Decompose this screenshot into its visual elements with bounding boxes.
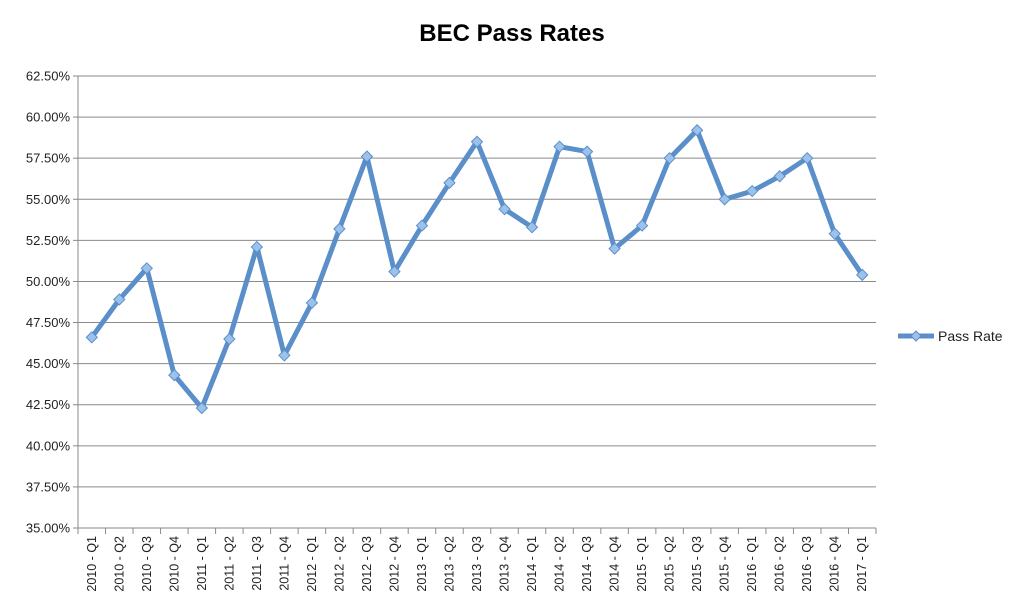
y-tick-label: 52.50% <box>26 233 71 248</box>
axes <box>73 75 877 534</box>
data-point <box>278 349 291 362</box>
data-point <box>800 151 814 165</box>
data-point <box>333 222 346 236</box>
data-point <box>223 332 236 346</box>
x-tick-label: 2011 - Q2 <box>222 536 236 591</box>
data-point <box>663 151 676 165</box>
series-line <box>89 127 865 411</box>
x-tick-label: 2014 - Q3 <box>580 536 594 592</box>
y-tick-label: 40.00% <box>26 438 71 453</box>
data-point <box>608 242 621 255</box>
x-tick-label: 2012 - Q2 <box>332 536 346 592</box>
y-tick-label: 50.00% <box>26 274 71 289</box>
data-point <box>690 124 704 137</box>
data-point <box>498 202 511 216</box>
data-point <box>250 240 264 254</box>
data-point <box>305 296 319 310</box>
data-point <box>635 219 649 232</box>
data-point <box>113 293 126 306</box>
x-tick-label: 2014 - Q2 <box>553 536 567 592</box>
data-point <box>470 135 484 148</box>
x-tick-label: 2016 - Q4 <box>828 536 842 592</box>
x-tick-label: 2011 - Q4 <box>277 536 291 591</box>
data-point <box>360 150 374 163</box>
data-point <box>828 227 841 240</box>
x-tick-label: 2013 - Q4 <box>498 536 512 592</box>
data-point <box>168 368 181 382</box>
y-tick-label: 45.00% <box>26 356 71 371</box>
x-tick-label: 2010 - Q1 <box>85 536 99 592</box>
x-tick-label: 2016 - Q2 <box>773 536 787 592</box>
x-tick-label: 2014 - Q4 <box>608 536 622 592</box>
x-tick-label: 2013 - Q2 <box>442 536 456 592</box>
y-tick-labels: 35.00% 37.50% 40.00% 42.50% 45.00% 47.50% 50.0… <box>26 69 71 536</box>
data-point <box>85 331 98 344</box>
data-point <box>580 145 594 158</box>
y-tick-label: 62.50% <box>26 69 71 84</box>
data-point <box>745 184 759 198</box>
data-point <box>525 221 539 234</box>
data-point <box>388 265 401 278</box>
y-tick-label: 60.00% <box>26 110 71 125</box>
data-point <box>443 176 456 190</box>
y-tick-label: 57.50% <box>26 151 71 166</box>
data-point <box>195 401 209 415</box>
y-tick-label: 42.50% <box>26 397 71 412</box>
y-tick-label: 47.50% <box>26 315 71 330</box>
x-tick-label: 2010 - Q3 <box>140 536 154 592</box>
y-tick-label: 55.00% <box>26 192 71 207</box>
x-tick-label: 2015 - Q3 <box>690 536 704 592</box>
x-tick-label: 2017 - Q1 <box>855 536 869 592</box>
x-tick-label: 2015 - Q1 <box>635 536 649 592</box>
data-point <box>773 170 786 183</box>
x-tick-label: 2010 - Q4 <box>167 536 181 592</box>
x-tick-label: 2011 - Q3 <box>250 536 264 591</box>
chart-title: BEC Pass Rates <box>419 20 605 47</box>
x-tick-label: 2013 - Q3 <box>470 536 484 592</box>
x-tick-label: 2013 - Q1 <box>415 536 429 592</box>
x-tick-label: 2015 - Q4 <box>718 536 732 592</box>
x-tick-label: 2016 - Q1 <box>745 536 759 592</box>
legend: Pass Rate <box>898 328 1003 344</box>
data-point <box>718 193 731 206</box>
series-pass-rate <box>85 124 869 415</box>
x-tick-label: 2014 - Q1 <box>525 536 539 592</box>
x-tick-label: 2010 - Q2 <box>112 536 126 592</box>
legend-marker <box>910 330 922 342</box>
grid-lines <box>78 75 876 529</box>
x-tick-label: 2015 - Q2 <box>663 536 677 592</box>
y-tick-label: 35.00% <box>26 521 71 536</box>
x-tick-labels: 2010 - Q1 2010 - Q2 2010 - Q3 2010 - Q4 2011… <box>85 536 869 592</box>
x-tick-label: 2012 - Q1 <box>305 536 319 592</box>
x-tick-label: 2016 - Q3 <box>800 536 814 592</box>
data-point <box>140 262 154 275</box>
data-point <box>553 140 566 153</box>
x-tick-label: 2012 - Q4 <box>387 536 401 592</box>
legend-label: Pass Rate <box>938 328 1003 344</box>
data-point <box>856 268 869 282</box>
y-tick-label: 37.50% <box>26 479 71 494</box>
data-point <box>415 219 429 232</box>
x-tick-label: 2011 - Q1 <box>195 536 209 591</box>
x-tick-label: 2012 - Q3 <box>360 536 374 592</box>
